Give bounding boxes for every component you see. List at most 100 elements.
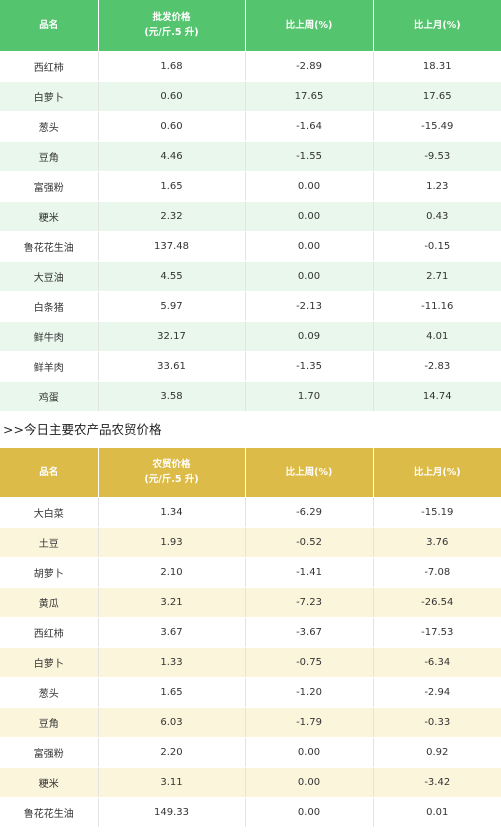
cell-week-change: -7.23 [245,587,374,618]
cell-month-change: 1.23 [373,171,501,202]
cell-month-change: -0.15 [373,231,501,262]
market-price-table: 品名 农贸价格 (元/斤.5 升) 比上周(%) 比上月(%) 大白菜 1.34-… [0,447,501,828]
cell-month-change: -26.54 [373,587,501,618]
table-header-row: 品名 批发价格 (元/斤.5 升) 比上周(%) 比上月(%) [0,0,501,52]
column-header-week-change: 比上周(%) [245,0,374,52]
column-header-name: 品名 [0,447,99,498]
cell-product-name: 鲜牛肉 [0,321,99,352]
table-row: 粳米 3.11 0.00 -3.42 [0,767,501,798]
cell-product-name: 鲜羊肉 [0,351,99,382]
cell-month-change: -15.49 [373,111,501,142]
cell-week-change: -1.20 [245,677,374,708]
column-header-month-change: 比上月(%) [373,0,501,52]
column-header-name: 品名 [0,0,99,52]
cell-price: 0.60 [98,81,246,112]
cell-price: 1.33 [98,647,246,678]
column-header-week-change: 比上周(%) [245,447,374,498]
table-row: 葱头 1.65 -1.20 -2.94 [0,677,501,708]
cell-product-name: 大白菜 [0,497,99,528]
cell-month-change: -11.16 [373,291,501,322]
table-header-row: 品名 农贸价格 (元/斤.5 升) 比上周(%) 比上月(%) [0,447,501,498]
cell-week-change: -0.75 [245,647,374,678]
cell-month-change: -6.34 [373,647,501,678]
cell-price: 6.03 [98,707,246,738]
cell-product-name: 土豆 [0,527,99,558]
column-header-price-unit: (元/斤.5 升) [144,27,199,39]
cell-price: 1.68 [98,51,246,82]
cell-price: 1.65 [98,171,246,202]
column-header-price-label: 农贸价格 [152,459,191,471]
cell-price: 1.93 [98,527,246,558]
table-row: 葱头 0.60 -1.64 -15.49 [0,111,501,142]
cell-product-name: 西红柿 [0,51,99,82]
cell-month-change: 4.01 [373,321,501,352]
column-header-price-label: 批发价格 [152,12,191,24]
table-row: 大白菜 1.34 -6.29 -15.19 [0,497,501,528]
cell-week-change: -1.55 [245,141,374,172]
cell-week-change: -6.29 [245,497,374,528]
table-row: 豆角 4.46 -1.55 -9.53 [0,141,501,172]
cell-month-change: -0.33 [373,707,501,738]
cell-month-change: 0.92 [373,737,501,768]
cell-week-change: 17.65 [245,81,374,112]
cell-price: 3.21 [98,587,246,618]
cell-month-change: 14.74 [373,381,501,412]
cell-week-change: 0.09 [245,321,374,352]
table-row: 鲁花花生油 149.33 0.00 0.01 [0,797,501,828]
table-row: 鸡蛋 3.58 1.70 14.74 [0,381,501,412]
cell-month-change: 17.65 [373,81,501,112]
cell-month-change: 3.76 [373,527,501,558]
cell-product-name: 西红柿 [0,617,99,648]
table-row: 富强粉 2.20 0.00 0.92 [0,737,501,768]
cell-product-name: 富强粉 [0,171,99,202]
table-row: 大豆油 4.55 0.00 2.71 [0,261,501,292]
column-header-price-unit: (元/斤.5 升) [144,474,199,486]
table-row: 鲜羊肉 33.61 -1.35 -2.83 [0,351,501,382]
table-row: 西红柿 3.67 -3.67 -17.53 [0,617,501,648]
column-header-price: 农贸价格 (元/斤.5 升) [98,447,246,498]
cell-product-name: 白萝卜 [0,81,99,112]
cell-month-change: 18.31 [373,51,501,82]
cell-week-change: -1.35 [245,351,374,382]
cell-product-name: 鸡蛋 [0,381,99,412]
cell-week-change: -2.13 [245,291,374,322]
column-header-price: 批发价格 (元/斤.5 升) [98,0,246,52]
cell-week-change: -0.52 [245,527,374,558]
table-row: 黄瓜 3.21 -7.23 -26.54 [0,587,501,618]
cell-week-change: 0.00 [245,767,374,798]
table-row: 胡萝卜 2.10 -1.41 -7.08 [0,557,501,588]
column-header-month-change: 比上月(%) [373,447,501,498]
cell-price: 2.10 [98,557,246,588]
cell-product-name: 豆角 [0,707,99,738]
cell-week-change: 0.00 [245,201,374,232]
cell-month-change: -9.53 [373,141,501,172]
cell-month-change: -2.94 [373,677,501,708]
cell-price: 4.55 [98,261,246,292]
table-row: 豆角 6.03 -1.79 -0.33 [0,707,501,738]
table-row: 土豆 1.93 -0.52 3.76 [0,527,501,558]
cell-product-name: 白萝卜 [0,647,99,678]
cell-product-name: 大豆油 [0,261,99,292]
cell-product-name: 葱头 [0,677,99,708]
cell-price: 33.61 [98,351,246,382]
wholesale-table-body: 西红柿 1.68 -2.89 18.31 白萝卜 0.60 17.65 17.65 葱头 0.60… [0,51,501,412]
cell-product-name: 粳米 [0,767,99,798]
cell-price: 1.65 [98,677,246,708]
cell-price: 32.17 [98,321,246,352]
cell-month-change: -3.42 [373,767,501,798]
cell-price: 137.48 [98,231,246,262]
market-table-body: 大白菜 1.34 -6.29 -15.19 土豆 1.93 -0.52 3.76 胡萝卜 2.10… [0,497,501,828]
cell-price: 4.46 [98,141,246,172]
cell-month-change: -15.19 [373,497,501,528]
table-row: 白萝卜 0.60 17.65 17.65 [0,81,501,112]
cell-month-change: 2.71 [373,261,501,292]
cell-week-change: -3.67 [245,617,374,648]
cell-month-change: -2.83 [373,351,501,382]
cell-month-change: -17.53 [373,617,501,648]
cell-price: 149.33 [98,797,246,828]
cell-month-change: 0.01 [373,797,501,828]
cell-month-change: -7.08 [373,557,501,588]
table-row: 鲜牛肉 32.17 0.09 4.01 [0,321,501,352]
cell-price: 0.60 [98,111,246,142]
cell-week-change: 0.00 [245,737,374,768]
